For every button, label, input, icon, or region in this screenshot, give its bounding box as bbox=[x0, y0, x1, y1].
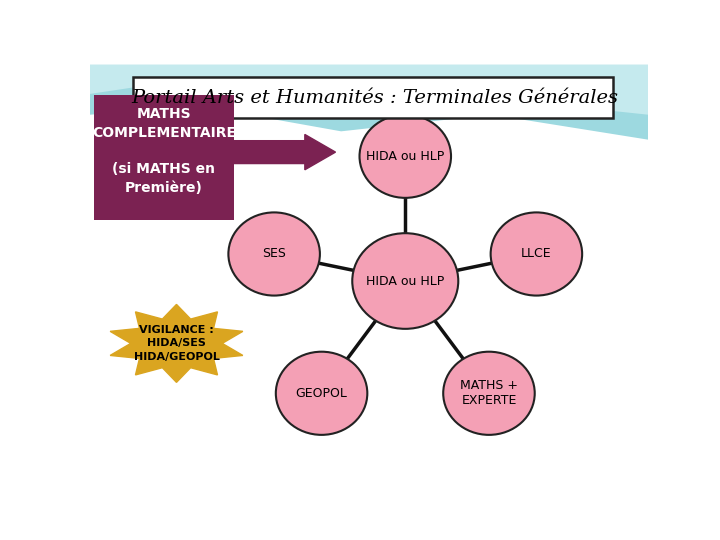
Text: GEOPOL: GEOPOL bbox=[296, 387, 348, 400]
Polygon shape bbox=[90, 65, 648, 140]
Text: SES: SES bbox=[262, 247, 286, 260]
Ellipse shape bbox=[352, 233, 458, 329]
FancyBboxPatch shape bbox=[133, 77, 613, 118]
Polygon shape bbox=[110, 305, 243, 382]
FancyBboxPatch shape bbox=[94, 94, 234, 220]
Text: VIGILANCE :
HIDA/SES
HIDA/GEOPOL: VIGILANCE : HIDA/SES HIDA/GEOPOL bbox=[133, 325, 220, 362]
Text: MATHS
COMPLEMENTAIRE

(si MATHS en
Première): MATHS COMPLEMENTAIRE (si MATHS en Premiè… bbox=[92, 107, 236, 195]
Ellipse shape bbox=[359, 114, 451, 198]
Ellipse shape bbox=[228, 212, 320, 295]
Text: Portail Arts et Humanités : Terminales Générales: Portail Arts et Humanités : Terminales G… bbox=[131, 89, 618, 106]
FancyArrow shape bbox=[233, 134, 336, 170]
Ellipse shape bbox=[444, 352, 535, 435]
Polygon shape bbox=[90, 65, 648, 114]
Ellipse shape bbox=[490, 212, 582, 295]
Text: MATHS +
EXPERTE: MATHS + EXPERTE bbox=[460, 379, 518, 407]
Text: LLCE: LLCE bbox=[521, 247, 552, 260]
Text: HIDA ou HLP: HIDA ou HLP bbox=[366, 150, 444, 163]
Text: HIDA ou HLP: HIDA ou HLP bbox=[366, 274, 444, 287]
Ellipse shape bbox=[276, 352, 367, 435]
